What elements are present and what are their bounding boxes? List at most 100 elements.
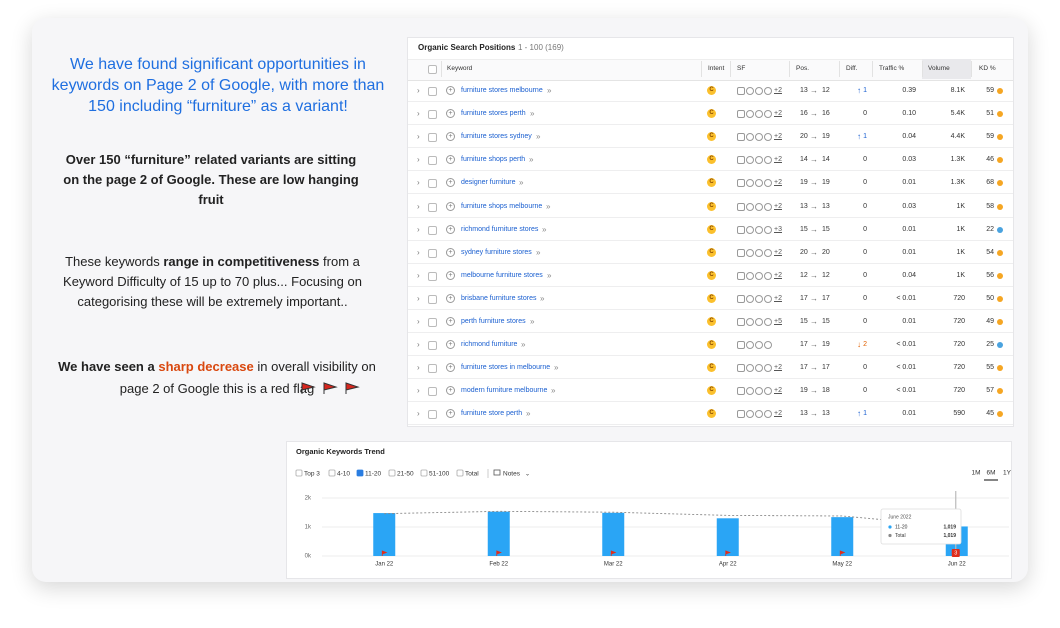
filter-checkbox[interactable] <box>420 469 428 477</box>
row-checkbox[interactable] <box>428 133 437 143</box>
filter-checkbox[interactable] <box>456 469 464 477</box>
column-header[interactable]: SF <box>737 65 746 72</box>
row-separator <box>408 262 1013 264</box>
row-checkbox[interactable] <box>428 110 437 120</box>
keyword[interactable]: brisbane furniture stores <box>461 294 537 302</box>
sf-more[interactable]: +2 <box>774 110 782 118</box>
sf-more[interactable]: +3 <box>774 225 782 233</box>
add-icon[interactable]: + <box>446 317 455 326</box>
add-icon[interactable]: + <box>446 132 455 142</box>
sf-more[interactable]: +2 <box>774 410 782 418</box>
column-header[interactable]: Volume <box>928 65 950 72</box>
add-icon[interactable]: + <box>446 224 455 234</box>
expand-chevron[interactable]: › <box>417 178 420 188</box>
sf-more[interactable]: +2 <box>774 87 782 94</box>
period-button[interactable]: 6M <box>986 470 995 477</box>
row-checkbox[interactable] <box>428 87 437 96</box>
keyword[interactable]: furniture shops melbourne <box>461 202 543 210</box>
row-checkbox[interactable] <box>428 364 437 374</box>
keyword[interactable]: furniture stores in melbourne <box>461 364 551 372</box>
row-checkbox[interactable] <box>428 156 437 166</box>
keyword[interactable]: furniture stores perth <box>461 110 526 118</box>
expand-chevron[interactable]: › <box>417 224 420 234</box>
filter-checkbox[interactable] <box>328 469 336 477</box>
filter-label[interactable]: 51-100 <box>429 471 450 478</box>
filter-label[interactable]: 4-10 <box>337 471 350 478</box>
filter-label[interactable]: 21-50 <box>397 471 414 478</box>
row-checkbox[interactable] <box>428 248 437 258</box>
expand-chevron[interactable]: › <box>417 86 420 95</box>
expand-chevron[interactable]: › <box>417 363 420 373</box>
keyword[interactable]: sydney furniture stores <box>461 248 532 256</box>
row-checkbox[interactable] <box>428 341 437 351</box>
add-icon[interactable]: + <box>446 340 455 350</box>
row-checkbox[interactable] <box>428 387 437 397</box>
row-checkbox[interactable] <box>428 202 437 212</box>
add-icon[interactable]: + <box>446 363 455 373</box>
filter-checkbox[interactable] <box>295 469 303 477</box>
keyword[interactable]: furniture stores sydney <box>461 133 532 141</box>
column-header[interactable]: Intent <box>708 65 725 72</box>
add-icon[interactable]: + <box>446 109 455 119</box>
column-header[interactable]: Keyword <box>447 65 473 72</box>
add-icon[interactable]: + <box>446 293 455 303</box>
expand-chevron[interactable]: › <box>417 270 420 280</box>
sf-more[interactable]: +2 <box>774 364 782 372</box>
sf-more[interactable]: +2 <box>774 271 782 279</box>
header-checkbox[interactable] <box>428 65 437 74</box>
expand-chevron[interactable]: › <box>417 155 420 165</box>
sf-more[interactable]: +2 <box>774 156 782 164</box>
keyword[interactable]: designer furniture <box>461 179 516 187</box>
column-header[interactable]: KD % <box>979 65 996 72</box>
sf-more[interactable]: +2 <box>774 294 782 302</box>
expand-chevron[interactable]: › <box>417 201 420 211</box>
filter-checkbox[interactable] <box>356 469 364 477</box>
column-header[interactable]: Diff. <box>846 65 858 72</box>
add-icon[interactable]: + <box>446 386 455 396</box>
sf-more[interactable]: +2 <box>774 202 782 210</box>
expand-chevron[interactable]: › <box>417 247 420 257</box>
column-header[interactable]: Pos. <box>796 65 810 72</box>
add-icon[interactable]: + <box>446 178 455 188</box>
add-icon[interactable]: + <box>446 86 455 95</box>
notes-button[interactable]: Notes <box>503 471 521 478</box>
keyword[interactable]: richmond furniture <box>461 341 518 349</box>
expand-chevron[interactable]: › <box>417 409 420 419</box>
keyword[interactable]: perth furniture stores <box>461 318 526 325</box>
keyword[interactable]: modern furniture melbourne <box>461 387 548 395</box>
add-icon[interactable]: + <box>446 247 455 257</box>
add-icon[interactable]: + <box>446 409 455 419</box>
keyword[interactable]: furniture shops perth <box>461 156 526 164</box>
expand-chevron[interactable]: › <box>417 132 420 142</box>
add-icon[interactable]: + <box>446 155 455 165</box>
add-icon[interactable]: + <box>446 201 455 211</box>
expand-chevron[interactable]: › <box>417 340 420 350</box>
column-header[interactable]: Traffic % <box>879 65 905 72</box>
filter-label[interactable]: Total <box>465 471 479 478</box>
row-checkbox[interactable] <box>428 225 437 235</box>
sf-more[interactable]: +2 <box>774 133 782 141</box>
expand-chevron[interactable]: › <box>417 317 420 326</box>
row-checkbox[interactable] <box>428 271 437 281</box>
row-checkbox[interactable] <box>428 294 437 304</box>
expand-chevron[interactable]: › <box>417 109 420 119</box>
row-checkbox[interactable] <box>428 179 437 189</box>
keyword[interactable]: furniture store perth <box>461 410 523 418</box>
filter-label[interactable]: Top 3 <box>304 471 320 478</box>
filter-checkbox[interactable] <box>388 469 396 477</box>
period-button[interactable]: 1M <box>971 470 980 477</box>
keyword[interactable]: richmond furniture stores <box>461 225 539 233</box>
sf-more[interactable]: +2 <box>774 179 782 187</box>
sf-more[interactable]: +2 <box>774 387 782 395</box>
sf-more[interactable]: +5 <box>774 318 782 325</box>
row-checkbox[interactable] <box>428 410 437 420</box>
keyword[interactable]: furniture stores melbourne <box>461 87 543 94</box>
add-icon[interactable]: + <box>446 270 455 280</box>
row-checkbox[interactable] <box>428 318 437 327</box>
sf-more[interactable]: +2 <box>774 248 782 256</box>
filter-label[interactable]: 11-20 <box>365 471 382 478</box>
period-button[interactable]: 1Y <box>1003 470 1012 477</box>
keyword[interactable]: melbourne furniture stores <box>461 271 543 279</box>
expand-chevron[interactable]: › <box>417 293 420 303</box>
expand-chevron[interactable]: › <box>417 386 420 396</box>
